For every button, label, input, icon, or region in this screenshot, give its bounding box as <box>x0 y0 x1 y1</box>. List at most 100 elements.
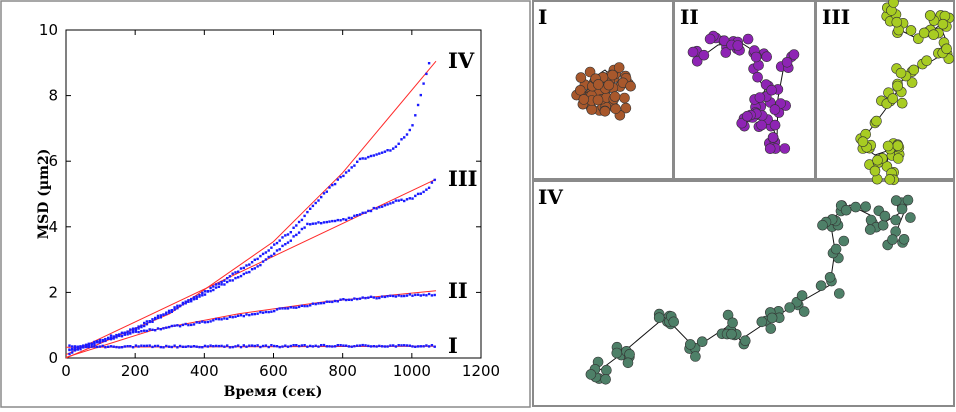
data-point-iii <box>405 198 409 201</box>
panel-label-iv: IV <box>538 185 563 209</box>
data-point-ii <box>79 348 82 351</box>
particle-position <box>890 195 902 206</box>
particle-position <box>918 27 930 39</box>
data-point-iv <box>95 340 99 343</box>
particle-position <box>877 220 889 231</box>
data-point-iii <box>220 283 223 286</box>
data-point-i <box>300 344 304 347</box>
data-point-i <box>104 346 107 349</box>
particle-position <box>603 79 615 91</box>
data-point-iv <box>109 334 113 337</box>
data-point-iv <box>134 327 138 330</box>
particle-position <box>879 210 891 222</box>
data-point-ii <box>320 302 323 305</box>
data-point-iii <box>400 198 403 201</box>
data-point-iv <box>143 321 146 325</box>
data-point-ii <box>333 299 337 303</box>
data-point-iv <box>234 271 237 274</box>
trajectory-iv <box>585 194 916 385</box>
data-point-i <box>270 344 273 347</box>
data-point-i <box>165 344 168 348</box>
data-point-i <box>273 344 276 348</box>
data-point-iv <box>71 347 74 351</box>
data-point-i <box>267 345 270 349</box>
data-point-ii <box>344 298 348 302</box>
particle-position <box>601 364 612 376</box>
data-point-iii <box>223 283 226 286</box>
data-point-iv <box>347 169 351 172</box>
data-point-iii <box>275 249 279 252</box>
data-point-iv <box>286 233 290 236</box>
particle-position <box>882 140 894 152</box>
data-point-i <box>416 345 420 348</box>
data-point-iii <box>273 252 276 255</box>
data-point-iii <box>284 243 287 246</box>
data-point-ii <box>181 323 185 327</box>
data-point-i <box>156 344 160 348</box>
data-point-ii <box>234 315 237 318</box>
data-point-iii <box>239 274 243 278</box>
data-point-iii <box>295 233 298 237</box>
particle-position <box>830 243 842 255</box>
particle-position <box>924 10 936 21</box>
particle-position <box>668 316 680 328</box>
particle-position <box>788 49 800 60</box>
data-point-ii <box>195 321 198 324</box>
data-point-iii <box>342 218 345 221</box>
data-point-ii <box>317 302 320 305</box>
data-point-i <box>264 344 268 347</box>
chart-frame <box>0 0 531 408</box>
particle-position <box>574 85 586 96</box>
data-point-iii <box>336 218 339 222</box>
data-point-iii <box>261 260 265 263</box>
data-point-iii <box>427 186 431 189</box>
particle-position <box>756 119 767 131</box>
data-point-iii <box>278 248 281 251</box>
data-point-ii <box>427 292 431 296</box>
data-point-iv <box>82 345 85 348</box>
data-point-iii <box>356 214 359 217</box>
data-point-ii <box>386 295 389 298</box>
panel-label-iii: III <box>822 5 850 29</box>
data-point-i <box>394 345 398 348</box>
data-point-iii <box>203 293 207 296</box>
particle-position <box>684 339 696 350</box>
data-point-ii <box>433 293 436 297</box>
data-point-iii <box>392 201 395 204</box>
data-point-ii <box>281 307 284 310</box>
data-point-iii <box>170 310 173 313</box>
data-point-i <box>98 345 102 348</box>
data-point-i <box>430 344 434 347</box>
data-point-i <box>320 344 323 347</box>
data-point-iv <box>259 254 262 258</box>
data-point-iii <box>109 336 113 340</box>
particle-position <box>752 71 763 83</box>
data-point-ii <box>126 333 129 336</box>
data-point-i <box>159 345 162 349</box>
particle-position <box>815 280 827 292</box>
data-point-ii <box>414 293 417 297</box>
panel-label-ii: II <box>680 5 699 29</box>
trajectory-panel-ii <box>673 0 816 180</box>
data-point-iii <box>289 239 292 242</box>
data-point-ii <box>115 336 118 339</box>
particle-position <box>592 79 604 90</box>
data-point-iv <box>170 309 173 312</box>
data-point-iv <box>331 183 334 187</box>
data-point-iii <box>190 300 193 303</box>
data-point-ii <box>278 307 281 310</box>
y-tick-label: 4 <box>48 218 58 236</box>
data-point-iii <box>143 324 146 328</box>
x-axis: 0 200 400 600 800 1000 1200 <box>61 30 500 380</box>
particle-position <box>732 40 744 51</box>
data-point-i <box>107 345 110 348</box>
data-point-i <box>206 345 209 348</box>
data-point-iv <box>248 263 251 266</box>
data-point-ii <box>148 328 151 331</box>
data-point-i <box>115 345 118 349</box>
data-point-ii <box>87 345 90 349</box>
data-point-iv <box>284 234 287 237</box>
data-point-ii <box>256 312 259 315</box>
trajectory-ii <box>687 30 800 154</box>
